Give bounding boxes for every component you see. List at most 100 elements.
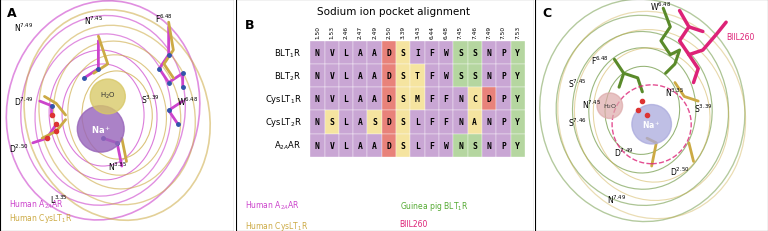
- FancyBboxPatch shape: [468, 134, 482, 157]
- Text: Y: Y: [515, 95, 520, 104]
- Circle shape: [597, 94, 623, 119]
- Text: 7.49: 7.49: [487, 26, 492, 39]
- Text: N$^{7.49}$: N$^{7.49}$: [14, 21, 33, 34]
- Text: N: N: [315, 72, 319, 81]
- FancyBboxPatch shape: [496, 111, 511, 134]
- FancyBboxPatch shape: [439, 88, 453, 111]
- FancyBboxPatch shape: [325, 88, 339, 111]
- Text: S: S: [401, 141, 406, 150]
- FancyBboxPatch shape: [511, 88, 525, 111]
- Text: N: N: [315, 118, 319, 127]
- FancyBboxPatch shape: [396, 88, 410, 111]
- FancyBboxPatch shape: [325, 134, 339, 157]
- Text: L: L: [415, 118, 420, 127]
- Text: P: P: [501, 49, 506, 58]
- Text: S: S: [329, 118, 334, 127]
- Text: N: N: [458, 118, 463, 127]
- FancyBboxPatch shape: [410, 42, 425, 65]
- FancyBboxPatch shape: [468, 88, 482, 111]
- FancyBboxPatch shape: [396, 111, 410, 134]
- Text: H$_2$O: H$_2$O: [603, 102, 617, 111]
- FancyBboxPatch shape: [410, 111, 425, 134]
- FancyBboxPatch shape: [482, 111, 496, 134]
- Text: A: A: [372, 141, 377, 150]
- Text: N$^{3.35}$: N$^{3.35}$: [665, 86, 684, 99]
- FancyBboxPatch shape: [310, 88, 325, 111]
- FancyBboxPatch shape: [396, 65, 410, 88]
- Text: V: V: [329, 95, 334, 104]
- Text: L: L: [343, 141, 349, 150]
- FancyBboxPatch shape: [511, 134, 525, 157]
- Text: Na$^+$: Na$^+$: [642, 119, 661, 131]
- Text: S: S: [401, 72, 406, 81]
- FancyBboxPatch shape: [353, 134, 367, 157]
- Text: BLT$_2$R: BLT$_2$R: [274, 70, 301, 82]
- Text: S: S: [401, 118, 406, 127]
- Text: L: L: [343, 118, 349, 127]
- Text: F: F: [429, 141, 434, 150]
- FancyBboxPatch shape: [453, 42, 468, 65]
- FancyBboxPatch shape: [410, 134, 425, 157]
- FancyBboxPatch shape: [310, 111, 325, 134]
- Text: L$^{3.35}$: L$^{3.35}$: [50, 192, 68, 205]
- Text: B: B: [245, 18, 254, 31]
- FancyBboxPatch shape: [367, 88, 382, 111]
- Text: C: C: [472, 95, 477, 104]
- Text: D: D: [386, 49, 392, 58]
- Text: F: F: [429, 72, 434, 81]
- FancyBboxPatch shape: [482, 134, 496, 157]
- Text: 2.49: 2.49: [372, 26, 377, 39]
- Text: BLT$_1$R: BLT$_1$R: [274, 47, 301, 59]
- Text: N: N: [458, 95, 463, 104]
- FancyBboxPatch shape: [353, 111, 367, 134]
- Text: W$^{6.48}$: W$^{6.48}$: [177, 95, 198, 108]
- FancyBboxPatch shape: [468, 111, 482, 134]
- Text: L: L: [343, 49, 349, 58]
- Text: F: F: [429, 49, 434, 58]
- Text: N$^{7.49}$: N$^{7.49}$: [607, 192, 627, 205]
- FancyBboxPatch shape: [439, 111, 453, 134]
- Text: 2.46: 2.46: [343, 26, 349, 39]
- FancyBboxPatch shape: [310, 134, 325, 157]
- FancyBboxPatch shape: [339, 88, 353, 111]
- FancyBboxPatch shape: [382, 111, 396, 134]
- Text: 6.44: 6.44: [429, 26, 435, 39]
- FancyBboxPatch shape: [439, 65, 453, 88]
- Text: N: N: [458, 141, 463, 150]
- Text: S: S: [372, 118, 377, 127]
- FancyBboxPatch shape: [339, 111, 353, 134]
- Text: Guinea pig BLT$_1$R: Guinea pig BLT$_1$R: [399, 199, 468, 212]
- FancyBboxPatch shape: [439, 134, 453, 157]
- FancyBboxPatch shape: [310, 65, 325, 88]
- FancyBboxPatch shape: [353, 65, 367, 88]
- Text: P: P: [501, 141, 506, 150]
- FancyBboxPatch shape: [339, 65, 353, 88]
- Text: S$^{3.39}$: S$^{3.39}$: [694, 102, 712, 115]
- Text: D$^{7.49}$: D$^{7.49}$: [614, 146, 634, 159]
- Text: A: A: [358, 118, 362, 127]
- Text: N: N: [487, 49, 492, 58]
- FancyBboxPatch shape: [496, 42, 511, 65]
- Text: V: V: [329, 72, 334, 81]
- FancyBboxPatch shape: [496, 88, 511, 111]
- Text: W$^{6.48}$: W$^{6.48}$: [650, 1, 671, 13]
- FancyBboxPatch shape: [310, 42, 325, 65]
- Text: A: A: [372, 72, 377, 81]
- Text: A: A: [358, 141, 362, 150]
- FancyBboxPatch shape: [496, 134, 511, 157]
- Text: 6.48: 6.48: [444, 26, 449, 39]
- Text: V: V: [329, 49, 334, 58]
- Text: A: A: [472, 118, 477, 127]
- Text: 7.50: 7.50: [501, 26, 506, 39]
- FancyBboxPatch shape: [339, 134, 353, 157]
- FancyBboxPatch shape: [511, 111, 525, 134]
- Text: L: L: [343, 72, 349, 81]
- FancyBboxPatch shape: [453, 88, 468, 111]
- FancyBboxPatch shape: [382, 134, 396, 157]
- Text: W: W: [444, 72, 449, 81]
- Text: Human CysLT$_1$R: Human CysLT$_1$R: [245, 219, 308, 231]
- FancyBboxPatch shape: [367, 134, 382, 157]
- Text: D$^{2.50}$: D$^{2.50}$: [9, 142, 28, 154]
- FancyBboxPatch shape: [425, 65, 439, 88]
- Text: S: S: [458, 49, 463, 58]
